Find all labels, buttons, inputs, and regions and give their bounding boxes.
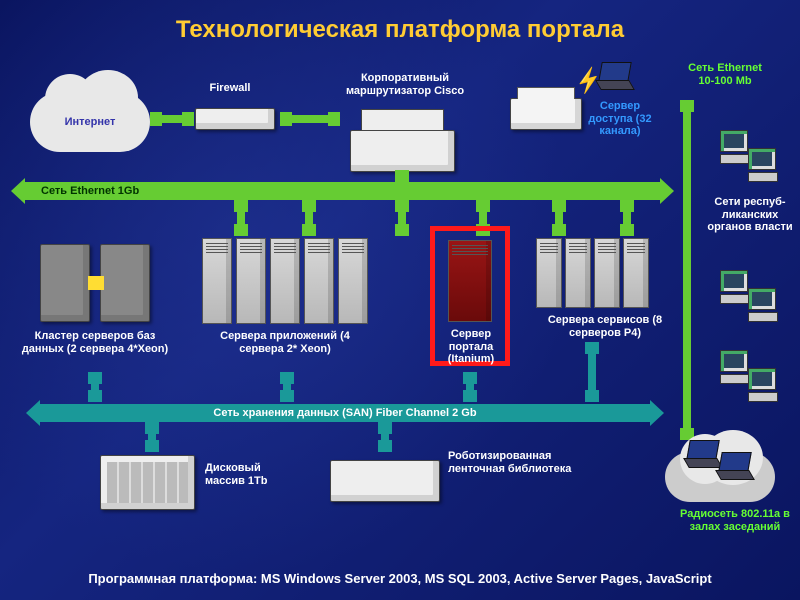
pc-top-1 [720,130,750,164]
pc-mid-1 [720,270,750,304]
ethernet-1gb-label: Сеть Ethernet 1Gb [41,185,139,197]
ethernet-side-arrow [680,100,694,440]
arrow-san-1 [88,372,102,402]
arrow-san-tape [378,422,392,452]
firewall-label: Firewall [195,82,265,95]
wifi-label: Радиосеть 802.11a в залах заседаний [680,508,790,533]
app-server-4 [304,238,334,324]
arrow-router-down [234,200,248,236]
firewall-device [195,108,275,130]
portal-server [448,240,492,322]
tape-library-label: Роботизированная ленточная библиотека [448,450,608,475]
svc-server-1 [536,238,562,308]
app-server-5 [338,238,368,324]
tape-library-device [330,460,440,502]
arrow-internet-firewall [150,112,194,126]
disk-array-label: Дисковый массив 1Tb [205,462,285,487]
arrow-san-disk [145,422,159,452]
wifi-laptop-1 [688,440,722,468]
app-server-2 [236,238,266,324]
app-servers-label: Сервера приложений (4 сервера 2* Xeon) [210,330,360,355]
pc-mid-2 [748,288,778,322]
arrow-db-interlink [88,276,104,290]
arrow-eth-3 [395,200,409,236]
db-server-1 [40,244,90,322]
wifi-laptop-2 [720,452,754,480]
arrow-eth-5 [552,200,566,236]
app-server-3 [270,238,300,324]
san-label: Сеть хранения данных (SAN) Fiber Channel… [213,407,476,419]
svc-server-3 [594,238,620,308]
arrow-san-3 [463,372,477,402]
db-server-2 [100,244,150,322]
arrow-eth-6 [620,200,634,236]
access-server-device [510,98,582,130]
page-title: Технологическая платформа портала [0,16,800,44]
service-servers-label: Сервера сервисов (8 серверов P4) [540,314,670,339]
internet-label: Интернет [65,116,116,128]
arrow-san-4 [585,342,599,402]
gov-networks-label: Сети респуб­ликанских органов власти [702,196,798,234]
arrow-firewall-router [280,112,340,126]
access-server-label: Сервер доступа (32 канала) [580,100,660,138]
router-label: Корпоративный маршрутизатор Cisco [330,72,480,97]
portal-server-label: Сервер портала (Itanium) [435,328,507,366]
ethernet-1gb-backbone: Сеть Ethernet 1Gb [25,182,660,200]
pc-top-2 [748,148,778,182]
disk-array-device [100,455,195,510]
arrow-eth-2 [302,200,316,236]
app-server-1 [202,238,232,324]
svc-server-2 [565,238,591,308]
internet-cloud: Интернет [30,92,150,152]
svc-server-4 [623,238,649,308]
db-cluster-label: Кластер серверов баз данных (2 сервера 4… [20,330,170,355]
ethernet-side-label: Сеть Ethernet 10-100 Mb [680,62,770,87]
arrow-router-to-eth [395,170,409,184]
pc-bot-1 [720,350,750,384]
pc-bot-2 [748,368,778,402]
router-device [350,130,455,172]
access-laptop [600,62,634,90]
arrow-san-2 [280,372,294,402]
san-backbone: Сеть хранения данных (SAN) Fiber Channel… [40,404,650,422]
footer-text: Программная платформа: MS Windows Server… [0,571,800,586]
